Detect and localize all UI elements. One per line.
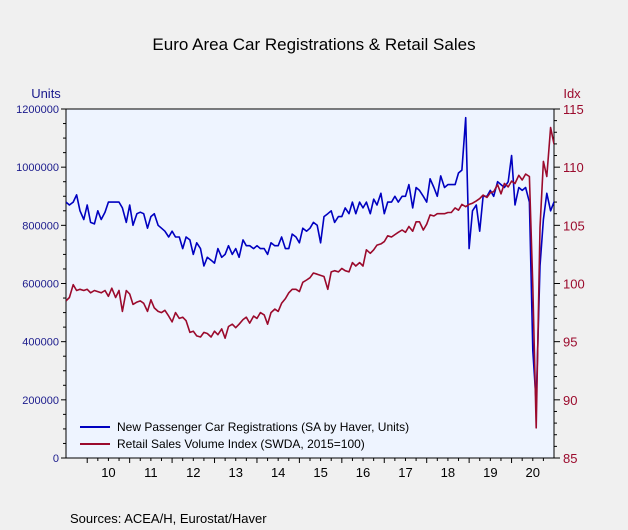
plot-area: [65, 108, 555, 459]
x-axis-tick-label: 10: [101, 465, 115, 480]
x-axis-tick-label: 14: [271, 465, 285, 480]
right-axis-tick-label: 95: [563, 335, 577, 350]
right-axis: 85 90 95 100 105 110 115: [554, 102, 585, 466]
x-axis-tick-label: 15: [313, 465, 327, 480]
left-axis-tick-label: 200000: [22, 395, 59, 407]
x-axis-tick-label: 20: [526, 465, 540, 480]
right-axis-tick-label: 100: [563, 277, 585, 292]
series-layer: [66, 116, 554, 429]
left-axis-tick-label: 1000000: [16, 162, 59, 174]
legend-label: New Passenger Car Registrations (SA by H…: [117, 420, 409, 434]
legend-label: Retail Sales Volume Index (SWDA, 2015=10…: [117, 437, 365, 451]
left-axis: 0 200000 400000 600000 800000 1000000 1200000: [16, 104, 66, 465]
x-axis-tick-label: 13: [229, 465, 243, 480]
chart-title: Euro Area Car Registrations & Retail Sal…: [152, 35, 475, 54]
left-axis-tick-label: 800000: [22, 220, 59, 232]
right-axis-tick-label: 90: [563, 393, 577, 408]
left-axis-label: Units: [31, 86, 61, 101]
right-axis-tick-label: 85: [563, 451, 577, 466]
left-axis-tick-label: 600000: [22, 279, 59, 291]
right-axis-tick-label: 105: [563, 218, 585, 233]
x-axis-tick-label: 11: [144, 465, 158, 480]
x-axis-tick-label: 18: [441, 465, 455, 480]
right-axis-label: Idx: [563, 86, 581, 101]
x-axis-tick-label: 19: [483, 465, 497, 480]
x-axis-tick-label: 17: [398, 465, 412, 480]
left-axis-tick-label: 400000: [22, 337, 59, 349]
x-axis-tick-label: 12: [186, 465, 200, 480]
left-axis-tick-label: 1200000: [16, 104, 59, 116]
source-note: Sources: ACEA/H, Eurostat/Haver: [70, 511, 267, 526]
retail-sales-line: [66, 126, 554, 429]
right-axis-tick-label: 110: [563, 160, 584, 175]
x-axis: 10 11 12 13 14 15 16 17 18 19 20: [86, 458, 544, 480]
left-axis-tick-label: 0: [53, 453, 59, 465]
right-axis-tick-label: 115: [563, 102, 584, 117]
x-axis-tick-label: 16: [356, 465, 370, 480]
legend: New Passenger Car Registrations (SA by H…: [80, 420, 409, 451]
